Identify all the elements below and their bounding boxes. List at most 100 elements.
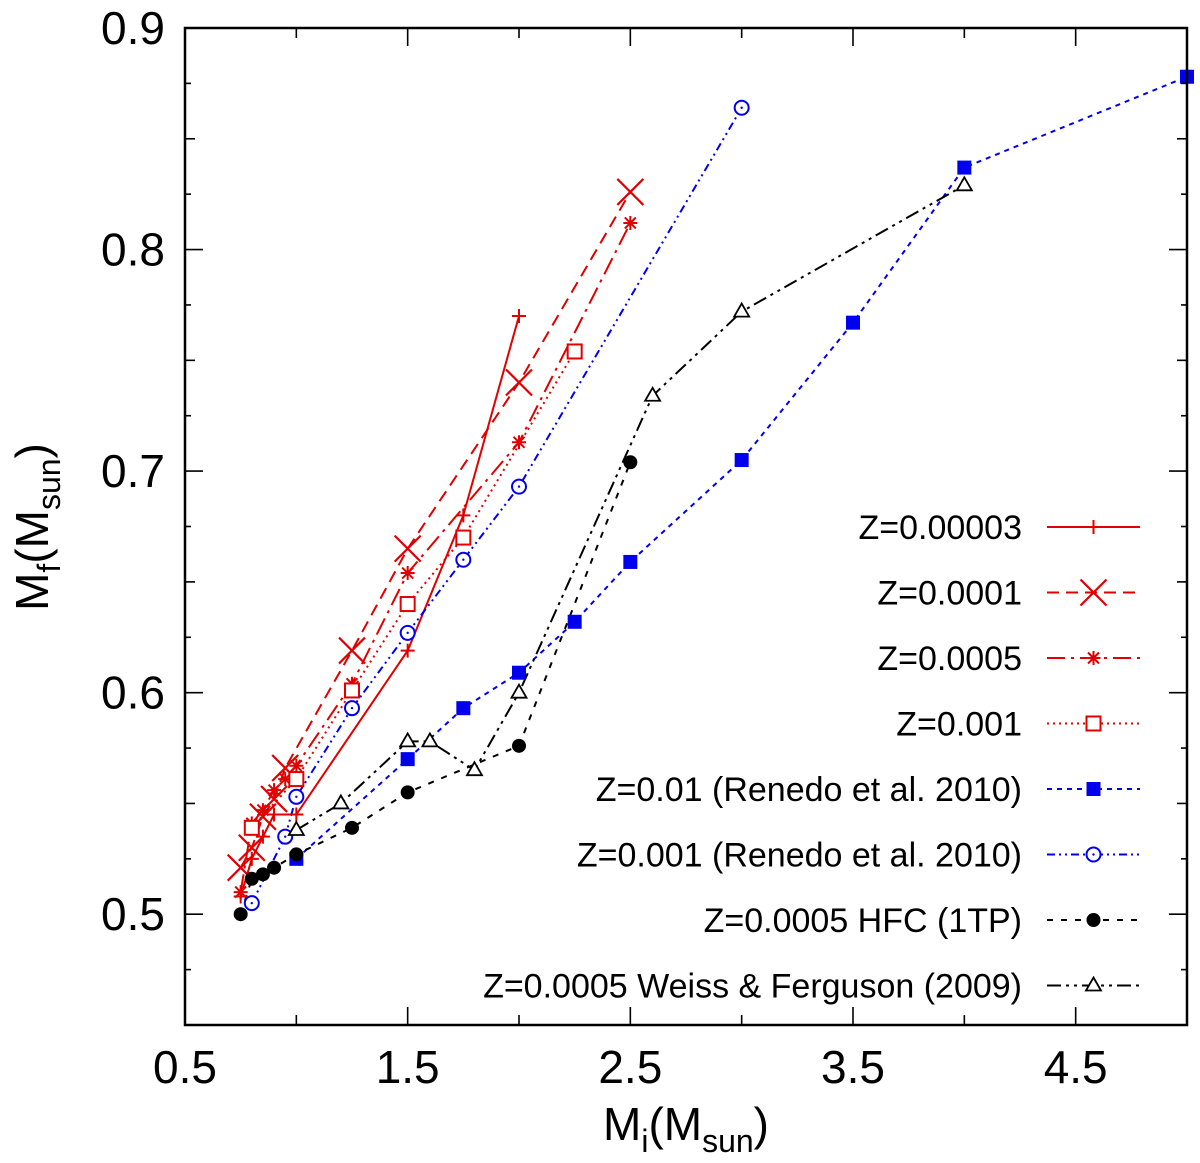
legend-label: Z=0.0005 HFC (1TP) <box>704 902 1022 940</box>
data-point-z-0-0005-weiss-ferguson-2009 <box>420 731 439 748</box>
data-point-z-0-001-renedo-et-al-2010 <box>399 624 416 641</box>
y-tick-label: 0.8 <box>101 224 165 276</box>
series-line-z-0-001-renedo-et-al-2010 <box>250 107 743 904</box>
data-point-z-0-0005-weiss-ferguson-2009 <box>509 682 529 699</box>
x-axis-title: Mi(Msun) <box>603 1098 769 1159</box>
data-point-z-0-01-renedo-et-al-2010 <box>400 752 415 767</box>
legend-label: Z=0.0005 <box>877 640 1022 678</box>
data-point-z-0-0005-hfc-1tp <box>400 785 415 800</box>
x-tick-label: 0.5 <box>153 1041 217 1093</box>
data-point-z-0-0005-hfc-1tp <box>233 907 248 922</box>
data-point-z-0-001 <box>344 682 360 699</box>
legend-marker <box>1086 651 1101 665</box>
data-point-z-0-0005 <box>278 772 293 787</box>
y-tick-label: 0.6 <box>101 667 165 719</box>
data-point-z-0-0005-hfc-1tp <box>623 455 638 470</box>
data-point-z-0-0005 <box>233 885 248 900</box>
data-point-z-0-001-renedo-et-al-2010 <box>733 99 750 116</box>
series-markers-layer <box>226 69 1194 922</box>
legend-item-z-0-0005: Z=0.0005 <box>877 640 1140 678</box>
data-point-z-0-001-renedo-et-al-2010 <box>344 700 360 717</box>
series-line-z-0-01-renedo-et-al-2010 <box>295 75 1188 860</box>
data-point-z-0-0005 <box>623 215 638 230</box>
x-tick-label: 3.5 <box>821 1041 885 1093</box>
data-point-z-0-001-renedo-et-al-2010 <box>243 895 260 912</box>
data-point-z-0-0005 <box>255 803 270 818</box>
data-point-z-0-01-renedo-et-al-2010 <box>957 160 972 175</box>
data-point-z-0-001-renedo-et-al-2010 <box>277 828 294 845</box>
legend-marker <box>1086 782 1101 796</box>
legend-item-z-0-0005-hfc-1tp: Z=0.0005 HFC (1TP) <box>704 902 1140 940</box>
data-point-z-0-0005 <box>267 783 282 798</box>
legend-label: Z=0.00003 <box>858 509 1022 547</box>
data-point-z-0-01-renedo-et-al-2010 <box>512 665 526 680</box>
tick-labels-layer: 0.5 1.5 2.5 3.5 4.5 0.5 0.6 0.7 0.8 0.9 <box>101 2 1108 1093</box>
data-point-z-0-01-renedo-et-al-2010 <box>846 315 860 330</box>
legend-label: Z=0.0001 <box>877 575 1022 613</box>
data-point-z-0-0001 <box>238 833 266 862</box>
data-point-z-0-001-renedo-et-al-2010 <box>511 478 527 495</box>
legend-marker <box>1086 913 1101 927</box>
legend-item-z-0-001-renedo-et-al-2010: Z=0.001 (Renedo et al. 2010) <box>577 837 1140 875</box>
data-point-z-0-0001 <box>393 534 422 563</box>
x-tick-label: 4.5 <box>1044 1041 1108 1093</box>
y-tick-label: 0.7 <box>101 445 165 497</box>
data-point-z-0-0005 <box>289 758 304 773</box>
data-point-z-0-0001 <box>616 178 645 206</box>
legend-label: Z=0.001 (Renedo et al. 2010) <box>577 837 1022 875</box>
legend-item-z-0-001: Z=0.001 <box>896 706 1140 744</box>
data-point-z-0-0005-weiss-ferguson-2009 <box>643 385 662 402</box>
data-point-z-0-0005-weiss-ferguson-2009 <box>398 731 417 748</box>
legend-label: Z=0.01 (Renedo et al. 2010) <box>596 771 1022 809</box>
data-point-z-0-0005 <box>400 566 415 581</box>
data-point-z-0-0005-hfc-1tp <box>512 738 526 753</box>
data-point-z-0-0005-weiss-ferguson-2009 <box>465 760 484 777</box>
series-line-z-0-0005-weiss-ferguson-2009 <box>295 184 965 831</box>
data-point-z-0-01-renedo-et-al-2010 <box>623 554 638 569</box>
legend: Z=0.00003 Z=0.0001 Z=0.0005 Z=0.001 Z=0.01 (… <box>483 509 1140 1006</box>
legend-item-z-0-0005-weiss-ferguson-2009: Z=0.0005 Weiss & Ferguson (2009) <box>483 968 1140 1006</box>
data-point-z-0-00003 <box>456 508 471 523</box>
series-line-z-0-0001 <box>239 191 632 869</box>
data-point-z-0-0005-weiss-ferguson-2009 <box>955 175 974 192</box>
legend-item-z-0-01-renedo-et-al-2010: Z=0.01 (Renedo et al. 2010) <box>596 771 1140 809</box>
data-point-z-0-001-renedo-et-al-2010 <box>455 551 472 568</box>
data-point-z-0-00003 <box>289 807 304 822</box>
legend-marker <box>1085 715 1102 732</box>
legend-marker <box>1079 578 1108 607</box>
legend-marker <box>1084 975 1103 992</box>
x-tick-label: 2.5 <box>598 1041 662 1093</box>
data-point-z-0-0005-weiss-ferguson-2009 <box>732 301 751 318</box>
data-point-z-0-0005-hfc-1tp <box>267 860 282 875</box>
data-point-z-0-001 <box>288 771 305 788</box>
data-point-z-0-0001 <box>505 368 533 397</box>
legend-marker <box>1086 520 1101 534</box>
series-line-z-0-0005-hfc-1tp <box>239 461 632 915</box>
y-tick-label: 0.5 <box>101 888 165 940</box>
data-point-z-0-00003 <box>267 807 282 822</box>
data-point-z-0-001 <box>455 529 472 546</box>
data-point-z-0-0005-hfc-1tp <box>244 871 259 886</box>
data-point-z-0-0005 <box>512 435 526 450</box>
data-point-z-0-0005-weiss-ferguson-2009 <box>331 793 350 810</box>
legend-item-z-0-0001: Z=0.0001 <box>877 575 1140 613</box>
data-point-z-0-01-renedo-et-al-2010 <box>734 453 749 468</box>
y-tick-label: 0.9 <box>101 2 165 54</box>
data-point-z-0-0005-hfc-1tp <box>289 847 304 862</box>
data-point-z-0-00003 <box>400 643 415 658</box>
data-point-z-0-001-renedo-et-al-2010 <box>288 788 305 805</box>
legend-marker <box>1085 846 1102 863</box>
y-axis-title: Mf(Msun) <box>6 443 67 611</box>
axis-ticks-layer <box>184 27 1188 1026</box>
data-point-z-0-00003 <box>512 309 526 324</box>
data-point-z-0-0005-hfc-1tp <box>345 820 359 835</box>
data-point-z-0-0001 <box>338 636 366 665</box>
data-point-z-0-001 <box>566 343 583 360</box>
data-point-z-0-0005-weiss-ferguson-2009 <box>287 820 306 836</box>
data-point-z-0-00003 <box>244 851 259 866</box>
legend-item-z-0-00003: Z=0.00003 <box>858 509 1140 547</box>
legend-label: Z=0.001 <box>896 706 1022 744</box>
data-point-z-0-001 <box>399 596 416 613</box>
plot-frame <box>183 26 1189 1027</box>
data-point-z-0-01-renedo-et-al-2010 <box>567 614 582 629</box>
